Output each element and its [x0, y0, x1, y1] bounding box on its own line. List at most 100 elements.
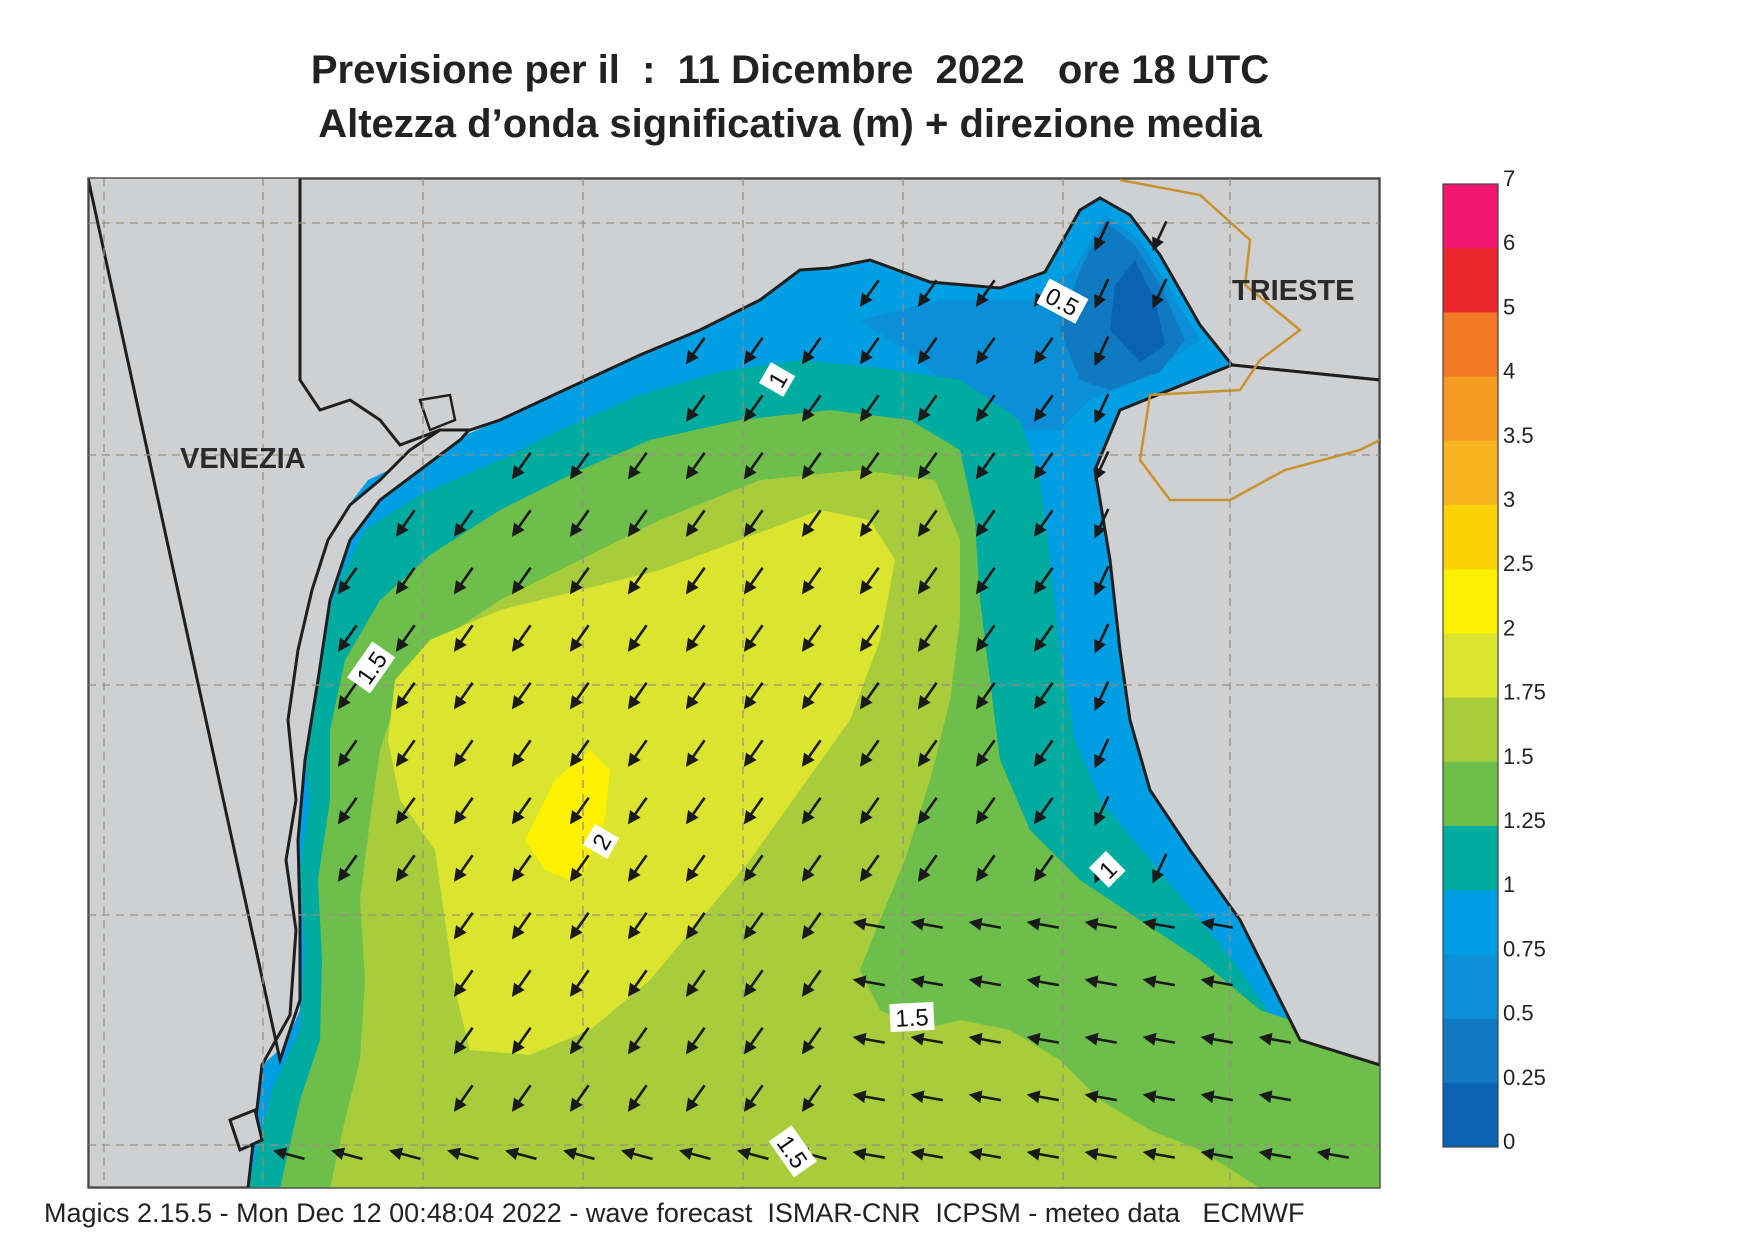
wave-arrow — [975, 624, 996, 652]
colorbar-swatch — [1443, 954, 1498, 1020]
colorbar-tick-label: 1.75 — [1503, 680, 1546, 705]
wave-arrow — [511, 911, 532, 940]
wave-arrow — [1152, 278, 1168, 309]
wave-arrow — [511, 681, 532, 710]
wave-arrow — [1026, 975, 1060, 989]
wave-arrow — [562, 1147, 595, 1161]
wave-direction-arrows — [272, 220, 1350, 1161]
colorbar-swatch — [1443, 826, 1498, 891]
wave-arrow — [511, 969, 532, 997]
wave-arrow — [743, 1026, 764, 1055]
wave-arrow — [975, 854, 996, 882]
wave-arrow — [743, 1084, 764, 1112]
wave-arrow — [1033, 451, 1054, 480]
colorbar-swatch — [1443, 697, 1498, 763]
wave-arrow — [685, 739, 706, 767]
wave-arrow — [975, 279, 996, 307]
wave-arrow — [388, 1147, 421, 1161]
colorbar-swatch — [1443, 569, 1498, 634]
colorbar-tick-label: 1.5 — [1503, 744, 1534, 769]
wave-arrow — [736, 1147, 769, 1161]
title-line-2: Altezza d’onda significativa (m) + direz… — [318, 102, 1262, 146]
wave-arrow — [743, 624, 764, 652]
wave-arrow — [627, 969, 648, 997]
wave-arrow — [917, 509, 938, 537]
wave-arrow — [917, 681, 938, 710]
wave-arrow — [801, 739, 822, 767]
wave-arrow — [917, 279, 938, 307]
wave-arrow — [968, 1147, 1002, 1161]
wave-arrow — [569, 624, 590, 652]
wave-arrow — [395, 681, 416, 710]
wave-arrow — [1033, 624, 1054, 652]
wave-arrow — [1094, 738, 1110, 769]
wave-arrow — [1094, 565, 1110, 596]
wave-arrow — [685, 394, 706, 422]
colorbar-tick-label: 2 — [1503, 615, 1515, 640]
colorbar-swatch — [1443, 1082, 1498, 1148]
colorbar-frame — [1442, 183, 1499, 1148]
wave-arrow — [627, 1026, 648, 1055]
national-border — [1119, 178, 1380, 502]
wave-arrow — [1258, 1147, 1292, 1161]
wave-arrow — [511, 566, 532, 595]
footer-credits: Magics 2.15.5 - Mon Dec 12 00:48:04 2022… — [44, 1198, 1305, 1228]
wave-arrow — [801, 1026, 822, 1055]
wave-arrow — [1152, 853, 1168, 884]
wave-arrow — [395, 566, 416, 595]
wave-arrow — [453, 911, 474, 940]
wave-arrow — [917, 624, 938, 652]
wave-arrow — [569, 1084, 590, 1112]
colorbar: 7 6 5 4 3.5 3 2.5 2 1.75 1.5 1.25 1 0.75 0.5 0.25 0 — [1442, 166, 1546, 1154]
wave-arrow — [511, 1026, 532, 1055]
wave-arrow — [917, 566, 938, 595]
wave-arrow — [395, 624, 416, 652]
wave-arrow — [801, 681, 822, 710]
wave-arrow — [859, 451, 880, 480]
colorbar-tick-label: 1.25 — [1503, 808, 1546, 833]
wave-arrow — [395, 796, 416, 825]
wave-arrow — [1094, 450, 1110, 481]
wave-arrow — [801, 911, 822, 940]
contour-label-1-5-south: 1.5 — [889, 1001, 935, 1033]
colorbar-tick-label: 0.75 — [1503, 936, 1546, 961]
wave-arrow — [801, 796, 822, 825]
wave-arrow — [627, 739, 648, 767]
wave-arrow — [569, 1026, 590, 1055]
city-label-venezia: VENEZIA — [180, 443, 306, 475]
wave-arrow — [852, 1147, 886, 1161]
colorbar-tick-label: 2.5 — [1503, 551, 1534, 576]
wave-arrow — [1142, 975, 1176, 989]
colorbar-swatch — [1443, 248, 1498, 313]
colorbar-tick-label: 5 — [1503, 294, 1515, 319]
wave-arrow — [859, 566, 880, 595]
wave-arrow — [975, 509, 996, 537]
wave-arrow — [511, 796, 532, 825]
wave-arrow — [1200, 1147, 1234, 1161]
wave-arrow — [569, 509, 590, 537]
wave-arrow — [1033, 854, 1054, 882]
wave-arrow — [801, 509, 822, 537]
wave-arrow — [453, 796, 474, 825]
contour-label-1-north: 1 — [759, 362, 796, 397]
contour-label-1-5-bottom: 1.5 — [768, 1125, 817, 1178]
wave-arrow — [569, 451, 590, 480]
wave-arrow — [1142, 917, 1176, 931]
wave-arrow — [801, 336, 822, 365]
wave-arrow — [968, 975, 1002, 989]
wave-arrow — [975, 394, 996, 422]
wave-arrow — [1026, 917, 1060, 931]
wave-arrow — [1084, 1147, 1118, 1161]
wave-arrow — [337, 739, 358, 767]
wave-arrow — [569, 681, 590, 710]
wave-arrow — [627, 1084, 648, 1112]
wave-arrow — [801, 394, 822, 422]
wave-arrow — [743, 394, 764, 422]
wave-arrow — [1026, 1032, 1060, 1046]
colorbar-tick-label: 0.25 — [1503, 1065, 1546, 1090]
wave-arrow — [1200, 1032, 1234, 1046]
colorbar-tick-label: 0.5 — [1503, 1001, 1534, 1026]
wave-arrow — [859, 336, 880, 365]
wave-arrow — [330, 1147, 363, 1161]
wave-arrow — [569, 739, 590, 767]
